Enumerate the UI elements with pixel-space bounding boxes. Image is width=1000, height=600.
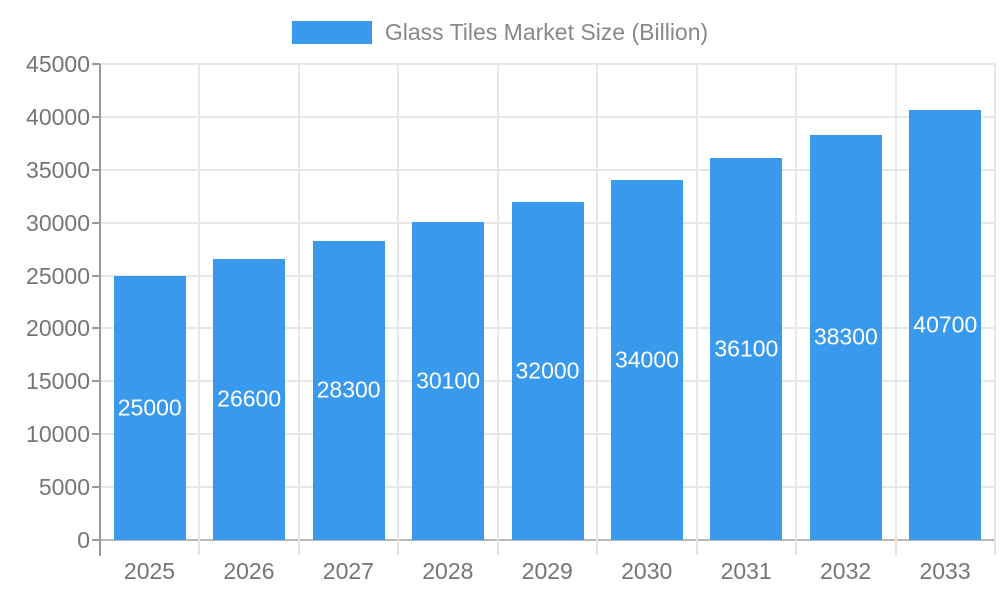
bar[interactable]: [610, 180, 683, 540]
bar-value-label: 30100: [416, 367, 481, 394]
x-tick-label: 2032: [820, 558, 872, 584]
vertical-gridline: [894, 64, 897, 540]
y-axis-tick: [92, 221, 100, 224]
y-gridline: [100, 63, 995, 65]
bar[interactable]: [412, 221, 485, 540]
y-gridline: [100, 168, 995, 171]
y-axis-tick: [92, 539, 100, 541]
legend-swatch[interactable]: [291, 20, 372, 44]
bar-value-label: 26600: [217, 385, 282, 412]
bar[interactable]: [809, 134, 882, 540]
bar-value-label: 28300: [316, 376, 381, 403]
vertical-gridline: [994, 64, 996, 540]
plot-area: 0 5000 10000 15000 20000 25000 30000 35000 40000…: [26, 51, 996, 584]
x-tick-label: 2025: [123, 558, 176, 584]
bar[interactable]: [213, 258, 286, 540]
y-axis-tick: [92, 380, 100, 383]
vertical-gridline: [596, 64, 599, 540]
legend: Glass Tiles Market Size (Billion): [0, 19, 1000, 45]
x-tick-label: 2031: [720, 558, 772, 584]
y-axis-tick: [92, 168, 100, 171]
x-tick-label: 2027: [322, 558, 374, 584]
vertical-gridline: [695, 64, 698, 540]
y-gridline: [100, 115, 995, 118]
vertical-gridline: [496, 64, 499, 540]
y-axis-tick: [92, 115, 100, 118]
x-tick-label: 2030: [621, 558, 673, 584]
legend-label[interactable]: Glass Tiles Market Size (Billion): [384, 19, 709, 45]
y-tick-label: 0: [77, 527, 90, 553]
bar[interactable]: [909, 109, 982, 540]
y-tick-label: 35000: [26, 156, 90, 183]
y-tick-label: 40000: [26, 103, 90, 130]
category-tick: [496, 540, 499, 555]
y-axis-tick: [92, 63, 100, 65]
x-tick-label: 2028: [422, 558, 474, 584]
y-tick-label: 45000: [26, 51, 90, 77]
y-tick-label: 30000: [26, 209, 90, 236]
bar-value-label: 38300: [813, 323, 878, 350]
bar-value-label: 40700: [913, 311, 978, 338]
y-tick-label: 10000: [26, 421, 90, 448]
bar-value-label: 36100: [714, 335, 779, 362]
category-tick: [198, 540, 201, 555]
y-axis-tick: [92, 274, 100, 277]
category-tick: [894, 540, 897, 555]
y-axis-line: [99, 64, 101, 556]
category-tick: [994, 540, 996, 555]
category-tick: [695, 540, 698, 555]
y-axis-tick: [92, 433, 100, 436]
bar-value-label: 25000: [117, 394, 182, 421]
bar-value-label: 34000: [614, 346, 679, 373]
category-tick: [397, 540, 400, 555]
vertical-gridline: [795, 64, 798, 540]
y-tick-label: 25000: [26, 262, 90, 289]
y-tick-label: 20000: [26, 315, 90, 342]
bar[interactable]: [710, 158, 783, 540]
bar[interactable]: [113, 275, 186, 540]
vertical-gridline: [297, 64, 300, 540]
y-axis-tick: [92, 327, 100, 330]
y-tick-label: 5000: [38, 474, 90, 501]
x-tick-label: 2026: [223, 558, 275, 584]
x-tick-label: 2029: [521, 558, 573, 584]
category-tick: [297, 540, 300, 555]
category-tick: [596, 540, 599, 555]
x-tick-label: 2033: [919, 558, 971, 584]
y-tick-label: 15000: [26, 368, 90, 395]
category-tick: [795, 540, 798, 555]
vertical-gridline: [397, 64, 400, 540]
bar[interactable]: [511, 201, 584, 540]
bar-value-label: 32000: [515, 357, 580, 384]
vertical-gridline: [198, 64, 201, 540]
y-axis-tick: [92, 486, 100, 489]
bar[interactable]: [312, 240, 385, 540]
x-baseline: [100, 539, 995, 541]
